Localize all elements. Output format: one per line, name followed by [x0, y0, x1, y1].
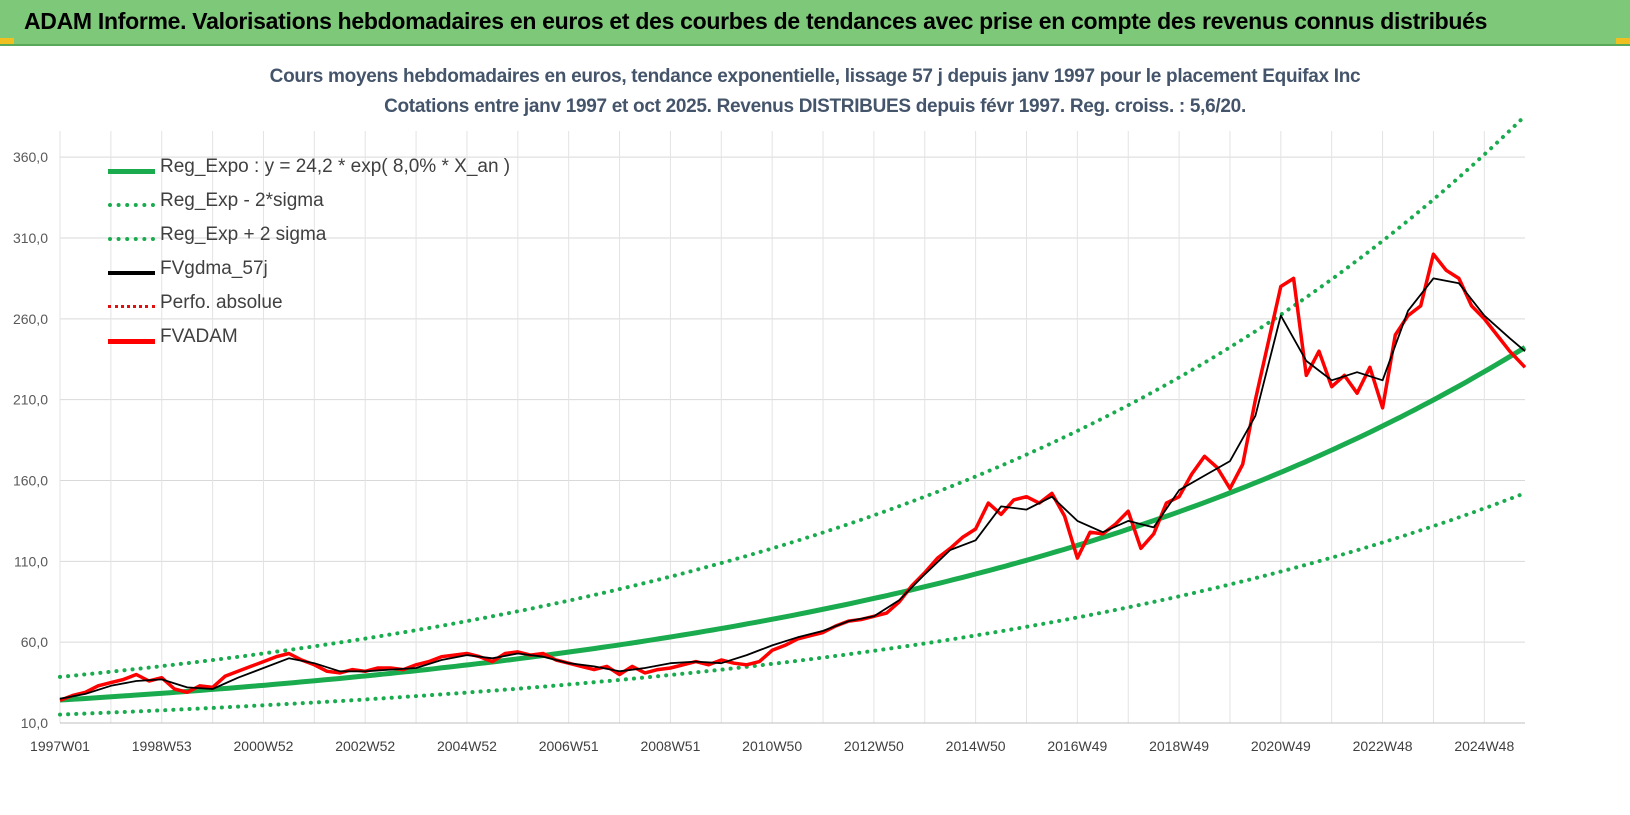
x-tick-label: 2008W51 — [640, 738, 700, 754]
chart-area: 10,0 60,0 110,0 160,0 210,0 260,0 310,0 360,0 1… — [0, 46, 1630, 815]
legend-label-perfo: Perfo. absolue — [160, 292, 283, 313]
x-tick-label: 2004W52 — [437, 738, 497, 754]
legend-label-reg-plus: Reg_Exp + 2 sigma — [160, 224, 327, 245]
banner-corner-right — [1616, 38, 1630, 44]
series-line-reg-band-1 — [58, 491, 1527, 717]
x-axis-ticks: 1997W01 1998W53 2000W52 2002W52 2004W52 2006W… — [30, 738, 1514, 754]
x-tick-label: 2022W48 — [1353, 738, 1413, 754]
x-tick-label: 1997W01 — [30, 738, 90, 754]
grid — [59, 131, 1525, 724]
banner-title: ADAM Informe. Valorisations hebdomadaire… — [24, 8, 1488, 34]
y-tick-label: 10,0 — [21, 715, 48, 731]
legend-swatch-perfo — [108, 305, 155, 308]
x-tick-label: 2006W51 — [539, 738, 599, 754]
y-tick-label: 210,0 — [13, 392, 48, 408]
x-tick-label: 2010W50 — [742, 738, 802, 754]
chart-subtitle: Cotations entre janv 1997 et oct 2025. R… — [384, 96, 1246, 117]
y-tick-label: 260,0 — [13, 311, 48, 327]
legend-swatch-reg-minus — [108, 203, 155, 207]
chart-title: Cours moyens hebdomadaires en euros, ten… — [269, 66, 1361, 87]
x-tick-label: 2024W48 — [1454, 738, 1514, 754]
series-line-fvgdma — [59, 277, 1526, 700]
chart-svg: 10,0 60,0 110,0 160,0 210,0 260,0 310,0 360,0 1… — [13, 113, 1527, 754]
banner-corner-left — [0, 38, 14, 44]
x-tick-label: 2000W52 — [234, 738, 294, 754]
legend-swatch-reg-plus — [108, 237, 155, 241]
series-lines — [58, 113, 1527, 717]
y-tick-label: 160,0 — [13, 473, 48, 489]
legend-label-reg-minus: Reg_Exp - 2*sigma — [160, 190, 324, 211]
legend-label-fvgdma: FVgdma_57j — [160, 258, 268, 279]
y-tick-label: 110,0 — [14, 553, 48, 569]
x-tick-label: 2014W50 — [946, 738, 1006, 754]
legend-label-reg-expo: Reg_Expo : y = 24,2 * exp( 8,0% * X_an ) — [160, 156, 511, 177]
x-tick-label: 2016W49 — [1047, 738, 1107, 754]
x-tick-label: 2018W49 — [1149, 738, 1209, 754]
banner: ADAM Informe. Valorisations hebdomadaire… — [0, 0, 1630, 46]
legend-swatch-fvadam — [108, 339, 155, 344]
legend-swatch-reg-expo — [108, 169, 155, 174]
series-line-reg-expo — [59, 345, 1527, 703]
y-axis-ticks: 10,0 60,0 110,0 160,0 210,0 260,0 310,0 360,0 — [13, 149, 48, 731]
legend-swatch-fvgdma — [108, 271, 155, 275]
y-tick-label: 360,0 — [13, 149, 48, 165]
x-tick-label: 2002W52 — [335, 738, 395, 754]
y-tick-label: 60,0 — [21, 634, 48, 650]
x-tick-label: 2020W49 — [1251, 738, 1311, 754]
y-tick-label: 310,0 — [13, 230, 48, 246]
x-tick-label: 2012W50 — [844, 738, 904, 754]
x-tick-label: 1998W53 — [132, 738, 192, 754]
series-line-reg-band-2 — [58, 113, 1527, 679]
legend-label-fvadam: FVADAM — [160, 326, 238, 347]
series-line-fvadam — [59, 252, 1527, 703]
